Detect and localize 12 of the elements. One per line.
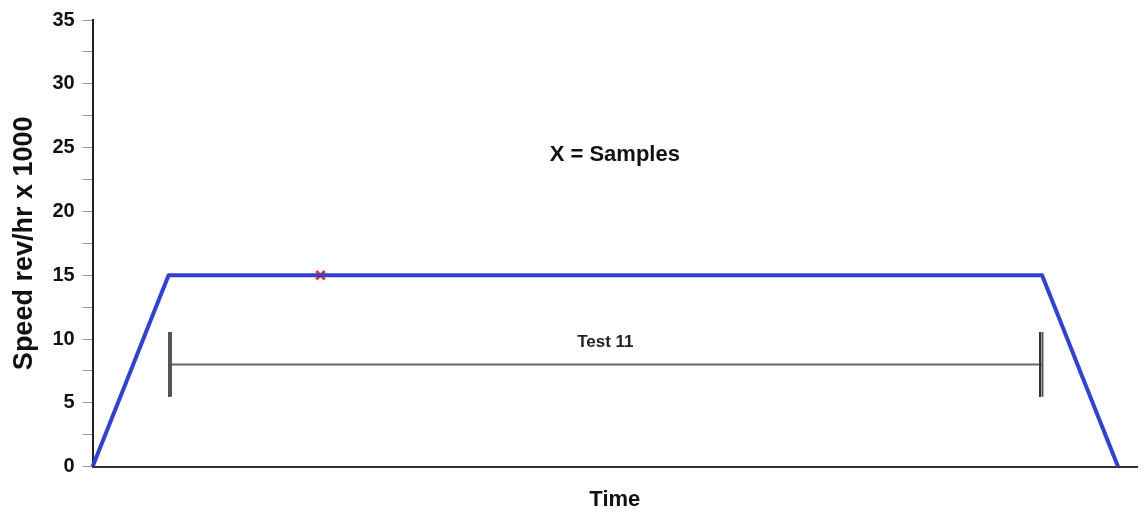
annotation: X = Samples [549,140,680,167]
annotation: Test 11 [577,332,634,353]
x-axis-title: Time [589,485,641,511]
y-tick-label: 10 [52,326,75,349]
y-tick-label: 0 [63,454,75,477]
y-tick-label: 25 [52,135,75,158]
y-tick-label: 30 [52,71,75,94]
y-tick-label: 5 [63,390,75,413]
y-tick-label: 35 [52,7,75,30]
y-tick-label: 15 [52,262,75,285]
y-axis-title: Speed rev/hr x 1000 [7,116,38,371]
y-tick-label: 20 [52,198,75,221]
